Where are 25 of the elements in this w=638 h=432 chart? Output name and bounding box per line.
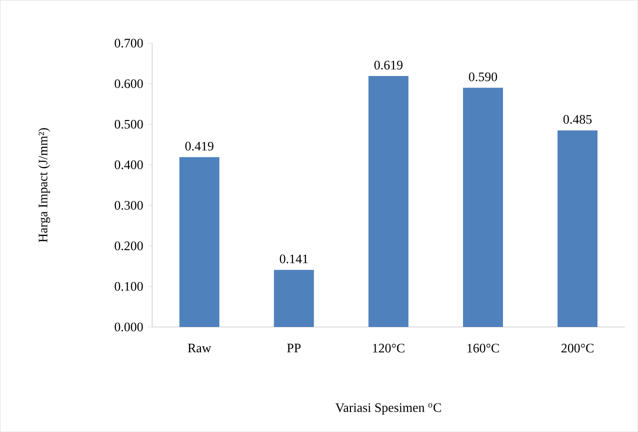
data-label: 0.590 <box>468 72 498 82</box>
data-label: 0.141 <box>280 254 308 264</box>
y-tick-label: 0.300 <box>114 200 143 210</box>
bar <box>558 130 598 327</box>
y-tick-label: 0.200 <box>114 241 143 250</box>
x-axis-title: Variasi Spesimen $^{o}$C <box>335 403 441 415</box>
y-axis-title: Harga Impact (J/mm²) <box>38 128 50 242</box>
y-tick-label: 0.100 <box>114 282 143 291</box>
y-tick-label: 0.500 <box>114 120 143 129</box>
x-tick-label: 120°C <box>372 344 404 352</box>
bar <box>179 157 220 327</box>
bar <box>463 88 503 327</box>
y-tick-label: 0.000 <box>114 322 143 332</box>
bar <box>274 270 314 327</box>
y-tick-label: 0.600 <box>114 79 143 88</box>
x-tick-label: 160°C <box>468 344 499 352</box>
bar <box>368 76 408 327</box>
x-tick-label: Raw <box>188 344 212 352</box>
data-label: 0.485 <box>563 114 592 124</box>
data-label: 0.419 <box>185 142 214 151</box>
x-tick-label: PP <box>287 344 301 352</box>
y-tick-label: 0.400 <box>114 160 143 170</box>
x-tick-label: 200°C <box>561 344 594 352</box>
y-tick-label: 0.700 <box>114 38 143 48</box>
data-label: 0.619 <box>374 60 402 70</box>
